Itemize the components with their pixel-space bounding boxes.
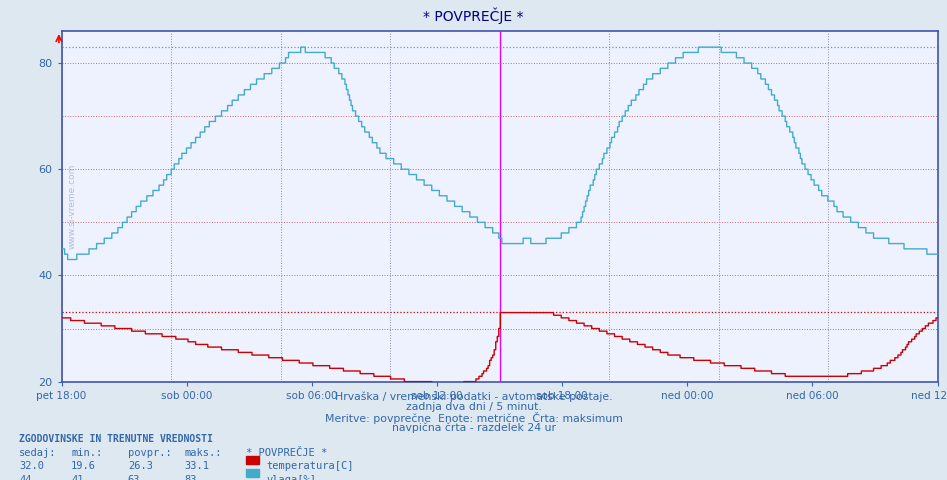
Text: 26.3: 26.3 (128, 461, 152, 471)
Text: 83: 83 (185, 475, 197, 480)
Text: www.si-vreme.com: www.si-vreme.com (67, 164, 77, 249)
Text: 41: 41 (71, 475, 83, 480)
Text: 33.1: 33.1 (185, 461, 209, 471)
Text: Hrvaška / vremenski podatki - avtomatske postaje.: Hrvaška / vremenski podatki - avtomatske… (334, 391, 613, 402)
Text: povpr.:: povpr.: (128, 448, 171, 458)
Text: temperatura[C]: temperatura[C] (266, 461, 353, 471)
Text: Meritve: povprečne  Enote: metrične  Črta: maksimum: Meritve: povprečne Enote: metrične Črta:… (325, 412, 622, 424)
Text: 63: 63 (128, 475, 140, 480)
Text: * POVPREČJE *: * POVPREČJE * (423, 7, 524, 24)
Text: maks.:: maks.: (185, 448, 223, 458)
Text: navpična črta - razdelek 24 ur: navpična črta - razdelek 24 ur (391, 423, 556, 433)
Text: 44: 44 (19, 475, 31, 480)
Text: vlaga[%]: vlaga[%] (266, 475, 316, 480)
Text: 32.0: 32.0 (19, 461, 44, 471)
Text: sedaj:: sedaj: (19, 448, 57, 458)
Text: min.:: min.: (71, 448, 102, 458)
Text: zadnja dva dni / 5 minut.: zadnja dva dni / 5 minut. (405, 402, 542, 412)
Text: * POVPREČJE *: * POVPREČJE * (246, 448, 328, 458)
Text: ZGODOVINSKE IN TRENUTNE VREDNOSTI: ZGODOVINSKE IN TRENUTNE VREDNOSTI (19, 434, 213, 444)
Text: 19.6: 19.6 (71, 461, 96, 471)
